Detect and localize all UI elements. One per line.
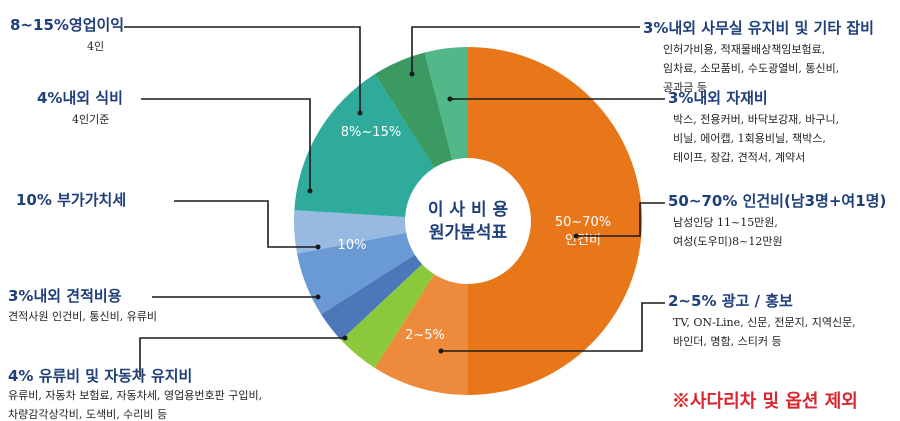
leader-dot [307,188,313,194]
callout-desc: 인허가비용, 적재물배상책임보험료, [663,43,825,56]
callout-desc: 바인더, 명함, 스티커 등 [673,335,782,348]
slice-inner-label: 2~5% [405,328,445,343]
leader-dot [438,348,444,354]
leader-dot [342,335,348,341]
leader-dot [447,96,453,102]
callout-desc: 공과금 등 [663,81,707,94]
callout-desc: 4인 [87,40,104,53]
donut-slice [321,254,423,341]
callout-title: 4% 유류비 및 자동차 유지비 [8,367,192,385]
slice-inner-label: 10% [338,238,367,253]
callout-title: 4%내외 식비 [37,89,123,107]
leader-dot [315,294,321,300]
callout-desc: 남성인당 11~15만원, [673,216,778,229]
leader-line [139,337,345,377]
donut-slice [294,210,407,254]
callout-desc: 견적사원 인건비, 통신비, 유류비 [8,310,157,323]
callout-title: 8~15%영업이익 [10,16,124,34]
leader-line [124,26,361,113]
center-label: 이 사 비 용 [428,200,509,220]
center-label: 원가분석표 [429,223,508,243]
leader-line [141,98,311,191]
footnote: ※사다리차 및 옵션 제외 [672,391,858,412]
leader-dot [573,233,579,239]
callout-desc: 박스, 전용커버, 바닥보강재, 바구니, [673,113,839,126]
callout-title: 10% 부가가치세 [16,191,126,209]
callout-desc: 임차료, 소모품비, 수도광열비, 통신비, [663,62,839,75]
leader-line [576,202,665,237]
donut-slice [294,74,435,218]
callout-title: 2~5% 광고 / 홍보 [668,292,793,310]
callout-desc: TV, ON-Line, 신문, 전문지, 지역신문, [673,316,856,329]
donut-slice [341,264,435,368]
callout-desc: 여성(도우미)8~12만원 [673,235,783,248]
slice-inner-label: 8%~15% [341,125,401,140]
donut-slice [297,232,415,315]
donut-slice [468,47,642,395]
donut-slice [374,52,453,168]
callout-desc: 차량감각상각비, 도색비, 수리비 등 [8,408,167,421]
leader-line [174,200,318,248]
donut-slice [374,274,468,395]
callout-title: 3%내외 자재비 [668,89,768,107]
callout-desc: 비닐, 에어캡, 1회용비닐, 책박스, [673,132,826,145]
callout-title: 3%내외 견적비용 [8,287,122,305]
leader-dot [315,244,321,250]
donut-slice [424,47,468,160]
callout-desc: 유류비, 자동차 보험료, 자동차세, 영업용번호판 구입비, [8,389,262,402]
leader-line [411,26,640,74]
callout-title: 50~70% 인건비(남3명+여1명) [668,192,886,210]
callout-desc: 테이프, 장갑, 견적서, 계약서 [673,150,805,164]
leader-dot [357,110,363,116]
leader-dot [409,71,415,77]
leader-line [441,302,665,352]
callout-desc: 4인기준 [72,113,109,126]
slice-inner-label: 50~70% [555,215,611,230]
callout-title: 3%내외 사무실 유지비 및 기타 잡비 [643,19,874,37]
